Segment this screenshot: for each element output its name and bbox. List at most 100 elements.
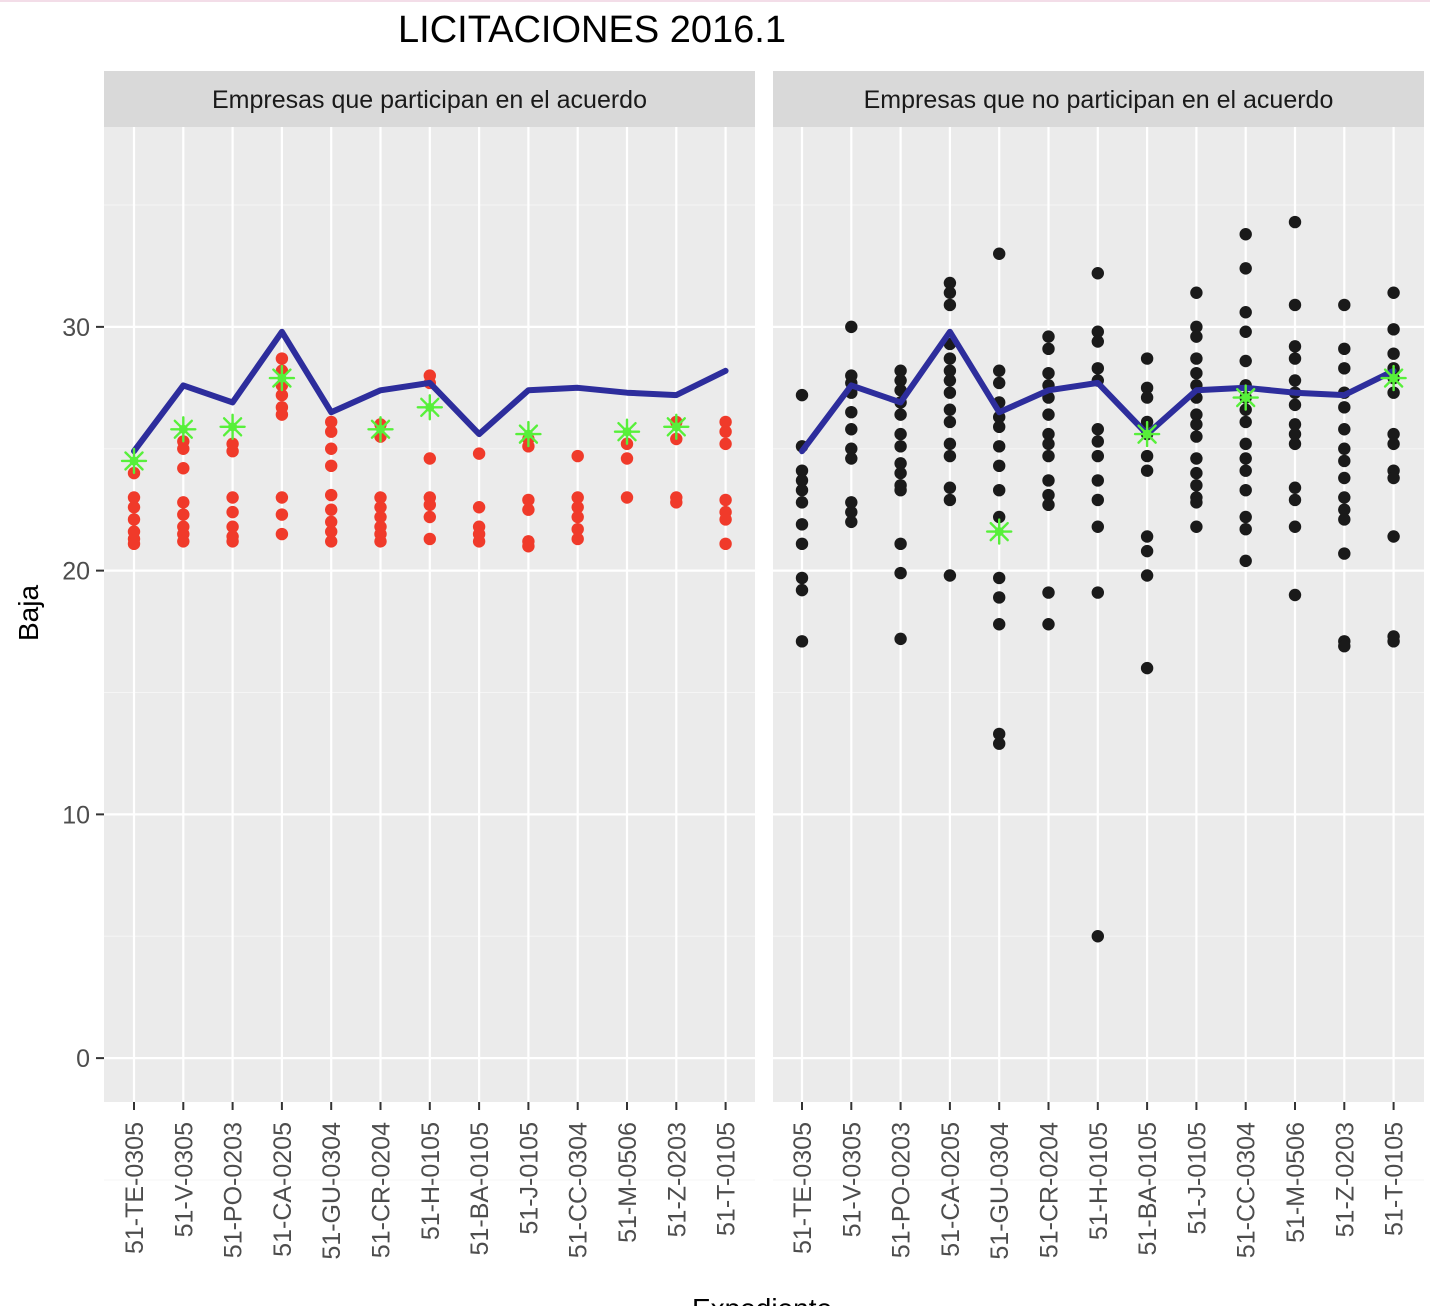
y-tick-label: 0 [76,1045,90,1073]
data-point [1190,496,1203,509]
data-point [522,540,535,553]
data-point [1140,530,1154,543]
data-point [943,352,957,365]
data-point [1190,352,1203,365]
data-point [719,513,732,526]
x-axis-label: Expediente [692,1293,832,1306]
data-point [522,493,535,507]
data-point [795,474,809,487]
data-point [325,503,338,516]
data-point [845,452,858,465]
data-point [275,388,289,402]
data-point [1338,442,1351,455]
data-point [374,510,387,524]
winner-star-center [129,456,139,466]
data-point [1387,427,1400,441]
data-point [1140,661,1154,675]
x-tick-label: 51-H-0105 [417,1122,445,1240]
top-border [0,0,1430,2]
data-point [374,501,387,514]
data-point [226,505,239,519]
data-point [1387,323,1400,336]
data-point [226,535,239,548]
data-point [1042,586,1055,599]
winner-star [613,418,641,445]
data-point [1042,437,1055,451]
data-point [571,491,584,504]
data-point [1190,366,1203,380]
data-point [993,483,1006,497]
data-point [325,459,338,473]
data-point [845,423,858,436]
data-point [1338,513,1351,526]
average-line [799,328,1397,455]
data-point [522,503,535,516]
data-point [1140,391,1154,404]
data-point [325,525,338,538]
data-point [1042,366,1055,380]
data-point [719,415,732,429]
data-point [1387,530,1400,543]
data-point [1190,430,1203,443]
data-point [795,464,809,477]
winner-star-center [228,422,238,432]
data-point [177,462,190,475]
panel-participan: Empresas que participan en el acuerdo 51-… [104,71,755,1260]
data-point [1042,618,1055,631]
data-point [1387,286,1400,299]
data-point [1190,320,1203,334]
data-point [1091,267,1105,280]
winner-star-center [622,427,632,437]
x-tick-label: 51-V-0305 [170,1122,198,1237]
data-point [1288,374,1302,387]
data-point [620,452,634,465]
data-point [943,437,957,451]
data-point [1140,569,1154,582]
data-point [325,488,338,502]
winner-star [1133,420,1161,448]
data-point [1288,215,1302,229]
data-point [1140,381,1154,395]
x-tick-label: 51-BA-0105 [466,1122,494,1255]
data-point [845,320,858,334]
data-point [1042,474,1055,487]
x-tick-label: 51-CA-0205 [269,1122,297,1257]
data-point [719,537,732,551]
data-point [1239,437,1252,451]
data-point [1288,493,1302,507]
data-point [943,374,957,387]
data-point [1288,298,1302,312]
data-point [1042,427,1055,441]
data-point [1190,479,1203,492]
data-point [1239,415,1252,429]
y-tick-label: 10 [62,801,90,829]
data-point [325,415,338,429]
data-point [374,535,387,548]
data-point [1288,437,1302,451]
data-point [571,510,584,524]
data-point [845,442,858,455]
data-point [275,527,289,541]
data-point [1387,471,1400,485]
facet-strip-label: Empresas que no participan en el acuerdo [864,86,1334,114]
data-point [993,247,1006,260]
data-point [943,386,957,399]
winner-star [416,394,443,421]
data-point [1239,228,1252,241]
data-point [275,408,289,421]
x-tick-label: 51-GU-0304 [986,1122,1014,1260]
winner-star-center [178,424,188,434]
data-point [795,496,809,509]
data-point [894,408,907,421]
winner-star-center [994,527,1004,537]
data-point [1338,454,1351,468]
data-point [1042,342,1055,356]
winner-star [219,413,246,440]
x-tick-label: 51-BA-0105 [1134,1122,1162,1255]
y-tick-label: 30 [62,314,90,342]
data-point [1190,520,1203,533]
winner-star-center [425,402,435,412]
data-point [1042,408,1055,421]
winner-star-center [671,422,681,432]
average-line [131,328,729,455]
